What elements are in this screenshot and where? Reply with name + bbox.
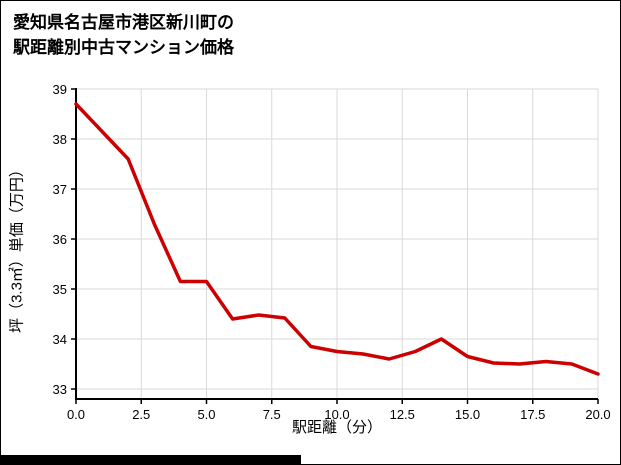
x-tick-label: 10.0 bbox=[324, 407, 349, 422]
y-tick-label: 34 bbox=[53, 332, 67, 347]
chart-title-line-2: 駅距離別中古マンション価格 bbox=[13, 37, 234, 57]
x-tick-label: 5.0 bbox=[197, 407, 215, 422]
chart-title-line-1: 愛知県名古屋市港区新川町の bbox=[13, 13, 234, 32]
x-tick-label: 12.5 bbox=[390, 407, 415, 422]
y-tick-label: 38 bbox=[53, 132, 67, 147]
x-axis-label: 駅距離（分） bbox=[291, 419, 382, 436]
x-tick-label: 2.5 bbox=[132, 407, 150, 422]
y-axis-label: 坪（3.3㎡）単価（万円） bbox=[8, 162, 26, 333]
x-tick-label: 7.5 bbox=[263, 407, 281, 422]
y-tick-label: 33 bbox=[53, 382, 67, 397]
x-tick-label: 15.0 bbox=[455, 407, 480, 422]
x-tick-label: 0.0 bbox=[67, 407, 85, 422]
y-tick-label: 39 bbox=[53, 82, 67, 97]
bottom-bar bbox=[1, 455, 301, 464]
y-tick-label: 35 bbox=[53, 282, 67, 297]
price-line-series bbox=[74, 102, 600, 376]
x-tick-label: 20.0 bbox=[585, 407, 610, 422]
x-tick-label: 17.5 bbox=[520, 407, 545, 422]
chart-title: 愛知県名古屋市港区新川町の 駅距離別中古マンション価格 bbox=[13, 11, 234, 60]
y-tick-label: 36 bbox=[53, 232, 67, 247]
y-tick-label: 37 bbox=[53, 182, 67, 197]
